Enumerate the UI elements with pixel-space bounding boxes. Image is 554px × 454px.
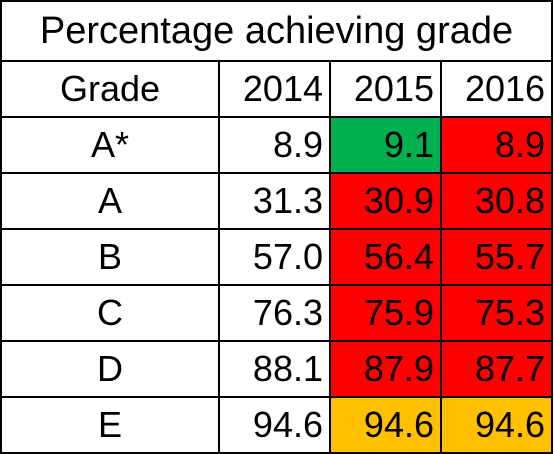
value-cell-2015: 30.9 — [329, 172, 442, 230]
grade-cell: A — [0, 172, 220, 230]
grade-cell: D — [0, 340, 220, 398]
table-title: Percentage achieving grade — [0, 0, 554, 62]
value-cell-2014: 57.0 — [218, 228, 331, 286]
table-row: A* 8.9 9.1 8.9 — [0, 116, 554, 174]
table-row: B 57.0 56.4 55.7 — [0, 228, 554, 286]
column-header-2016: 2016 — [439, 60, 554, 118]
value-cell-2015: 87.9 — [329, 340, 442, 398]
value-cell-2014: 88.1 — [218, 340, 331, 398]
value-cell-2015: 9.1 — [329, 116, 442, 174]
grade-cell: E — [0, 396, 220, 454]
value-cell-2015: 75.9 — [329, 284, 442, 342]
grade-cell: C — [0, 284, 220, 342]
header-row: Grade 2014 2015 2016 — [0, 60, 554, 118]
table-body: A* 8.9 9.1 8.9 A 31.3 30.9 30.8 B 57.0 56.4 55.7 C 76… — [0, 116, 554, 454]
value-cell-2014: 8.9 — [218, 116, 331, 174]
table-row: C 76.3 75.9 75.3 — [0, 284, 554, 342]
value-cell-2014: 31.3 — [218, 172, 331, 230]
table-row: D 88.1 87.9 87.7 — [0, 340, 554, 398]
column-header-2015: 2015 — [329, 60, 442, 118]
value-cell-2016: 94.6 — [439, 396, 554, 454]
column-header-grade: Grade — [0, 60, 220, 118]
grade-cell: B — [0, 228, 220, 286]
table-row: A 31.3 30.9 30.8 — [0, 172, 554, 230]
value-cell-2016: 55.7 — [439, 228, 554, 286]
value-cell-2014: 76.3 — [218, 284, 331, 342]
value-cell-2016: 8.9 — [439, 116, 554, 174]
column-header-2014: 2014 — [218, 60, 331, 118]
grade-cell: A* — [0, 116, 220, 174]
value-cell-2016: 87.7 — [439, 340, 554, 398]
table-row: E 94.6 94.6 94.6 — [0, 396, 554, 454]
value-cell-2015: 56.4 — [329, 228, 442, 286]
value-cell-2016: 30.8 — [439, 172, 554, 230]
value-cell-2014: 94.6 — [218, 396, 331, 454]
value-cell-2015: 94.6 — [329, 396, 442, 454]
title-row: Percentage achieving grade — [0, 0, 554, 62]
value-cell-2016: 75.3 — [439, 284, 554, 342]
